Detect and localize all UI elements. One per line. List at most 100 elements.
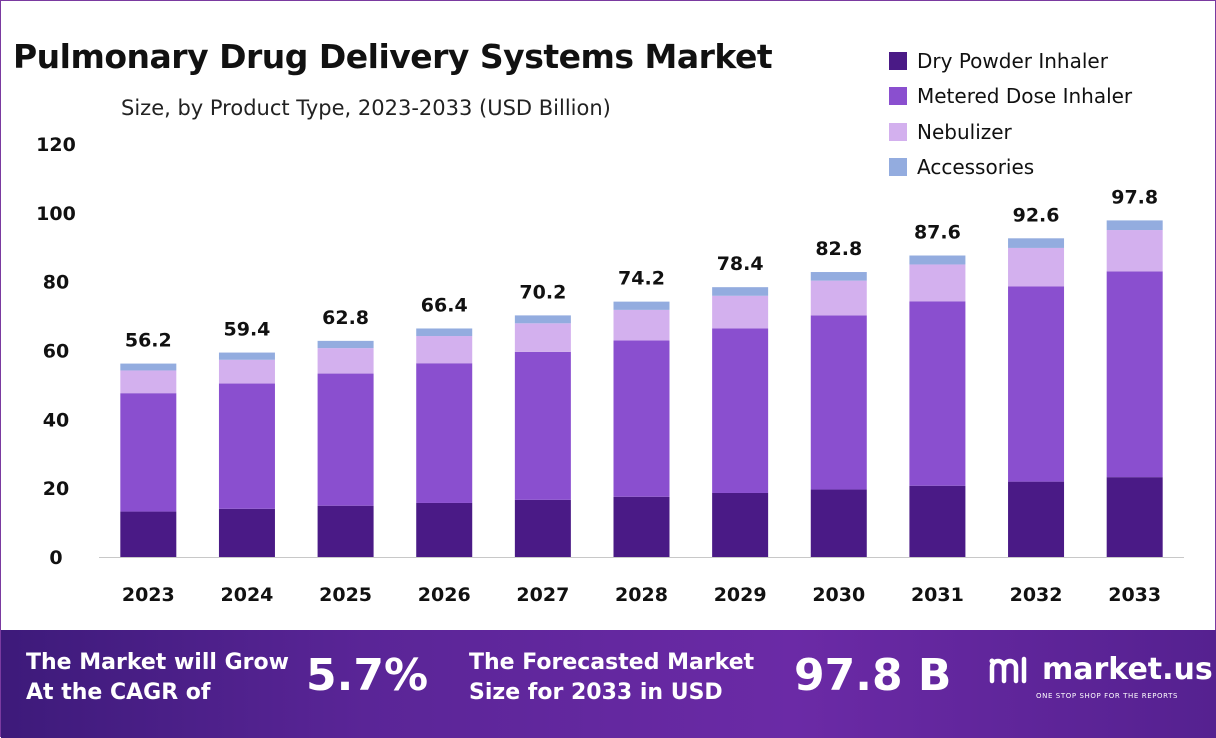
- cagr-value: 5.7%: [306, 650, 429, 701]
- bar-segment-metered-dose-inhaler: [218, 383, 275, 509]
- bar-segment-dry-powder-inhaler: [712, 492, 769, 557]
- bar-segment-metered-dose-inhaler: [909, 301, 966, 486]
- y-tick-label: 0: [49, 547, 62, 569]
- x-tick-label: 2026: [418, 584, 471, 606]
- legend-label: Accessories: [917, 155, 1035, 180]
- forecast-value: 97.8 B: [794, 650, 952, 701]
- bar-segment-accessories: [1106, 220, 1163, 231]
- bar-segment-nebulizer: [613, 309, 670, 341]
- bar-segment-accessories: [810, 272, 867, 281]
- bar-total-label: 74.2: [618, 268, 665, 290]
- x-tick-label: 2023: [122, 584, 175, 606]
- x-tick-label: 2033: [1108, 584, 1161, 606]
- bar-segment-dry-powder-inhaler: [1008, 481, 1065, 557]
- bar-total-label: 78.4: [717, 253, 764, 275]
- bar-segment-dry-powder-inhaler: [810, 489, 867, 557]
- legend-item-nebulizer: Nebulizer: [889, 114, 1132, 150]
- bar-segment-dry-powder-inhaler: [909, 485, 966, 557]
- bar-segment-metered-dose-inhaler: [120, 393, 177, 512]
- x-tick-label: 2024: [221, 584, 274, 606]
- legend-item-accessories: Accessories: [889, 150, 1132, 186]
- x-tick-label: 2029: [714, 584, 767, 606]
- bar-total-label: 82.8: [815, 238, 862, 260]
- bar-total-label: 70.2: [519, 281, 566, 303]
- bar-segment-accessories: [712, 287, 769, 296]
- legend-item-dry-powder-inhaler: Dry Powder Inhaler: [889, 43, 1132, 79]
- bar-total-label: 87.6: [914, 222, 961, 244]
- bar-total-label: 56.2: [125, 330, 172, 352]
- x-tick-label: 2030: [812, 584, 865, 606]
- market-us-logo: market.us ONE STOP SHOP FOR THE REPORTS: [986, 652, 1213, 700]
- forecast-label-line2: Size for 2033 in USD: [469, 680, 723, 705]
- bar-segment-nebulizer: [1106, 230, 1163, 272]
- bar-segment-accessories: [613, 301, 670, 310]
- x-tick-label: 2032: [1010, 584, 1063, 606]
- cagr-label-line1: The Market will Grow: [26, 650, 289, 675]
- logo-tagline: ONE STOP SHOP FOR THE REPORTS: [1036, 692, 1179, 700]
- y-tick-label: 120: [36, 134, 76, 156]
- y-tick-label: 60: [43, 341, 69, 363]
- bar-segment-metered-dose-inhaler: [712, 328, 769, 493]
- legend-swatch: [889, 87, 907, 106]
- bar-segment-accessories: [909, 255, 966, 265]
- forecast-label-line1: The Forecasted Market: [469, 650, 755, 675]
- x-tick-label: 2025: [319, 584, 372, 606]
- legend-label: Nebulizer: [917, 119, 1012, 144]
- bar-segment-dry-powder-inhaler: [120, 511, 177, 557]
- bar-segment-dry-powder-inhaler: [218, 508, 275, 557]
- x-tick-label: 2031: [911, 584, 964, 606]
- bar-segment-accessories: [120, 363, 177, 371]
- summary-banner: The Market will Grow At the CAGR of 5.7%…: [1, 630, 1216, 738]
- legend-item-metered-dose-inhaler: Metered Dose Inhaler: [889, 79, 1132, 115]
- legend: Dry Powder Inhaler Metered Dose Inhaler …: [889, 43, 1132, 185]
- bar-total-label: 97.8: [1111, 186, 1158, 208]
- bar-segment-accessories: [514, 315, 571, 324]
- y-tick-label: 40: [43, 409, 69, 431]
- bar-segment-accessories: [218, 352, 275, 360]
- bar-segment-nebulizer: [514, 323, 571, 352]
- bar-segment-nebulizer: [317, 348, 374, 374]
- bar-segment-accessories: [416, 328, 473, 337]
- bar-segment-dry-powder-inhaler: [416, 502, 473, 557]
- bar-segment-metered-dose-inhaler: [810, 315, 867, 490]
- legend-swatch: [889, 158, 907, 177]
- bar-segment-dry-powder-inhaler: [317, 505, 374, 557]
- chart-subtitle: Size, by Product Type, 2023-2033 (USD Bi…: [121, 96, 611, 120]
- y-tick-label: 20: [43, 478, 69, 500]
- y-tick-label: 80: [43, 272, 69, 294]
- bar-segment-accessories: [317, 340, 374, 349]
- x-tick-label: 2028: [615, 584, 668, 606]
- bar-segment-nebulizer: [712, 295, 769, 329]
- bar-segment-metered-dose-inhaler: [1008, 286, 1065, 482]
- bar-segment-dry-powder-inhaler: [1106, 477, 1163, 557]
- bar-segment-nebulizer: [1008, 247, 1065, 287]
- legend-label: Metered Dose Inhaler: [917, 84, 1133, 109]
- bar-segment-nebulizer: [909, 264, 966, 302]
- chart-title: Pulmonary Drug Delivery Systems Market: [13, 37, 773, 76]
- legend-swatch: [889, 122, 907, 141]
- legend-label: Dry Powder Inhaler: [917, 48, 1108, 73]
- bar-segment-metered-dose-inhaler: [613, 340, 670, 497]
- bar-segment-nebulizer: [120, 370, 177, 394]
- bar-segment-accessories: [1008, 238, 1065, 248]
- bar-segment-dry-powder-inhaler: [514, 499, 571, 557]
- bar-segment-nebulizer: [416, 336, 473, 364]
- bar-segment-nebulizer: [810, 280, 867, 316]
- stacked-bar-chart: 0 20 40 60 80 100 120 56.2 2023 59.4 2024 62.8 2025 6…: [36, 134, 1184, 606]
- x-tick-label: 2027: [516, 584, 569, 606]
- bar-total-label: 66.4: [421, 294, 468, 316]
- y-tick-label: 100: [36, 203, 76, 225]
- market-us-logo-icon: [989, 656, 1027, 683]
- logo-text: market.us: [1042, 652, 1213, 687]
- bar-total-label: 62.8: [322, 307, 369, 329]
- legend-swatch: [889, 51, 907, 70]
- bar-segment-metered-dose-inhaler: [514, 351, 571, 500]
- bar-segment-metered-dose-inhaler: [416, 363, 473, 503]
- bar-segment-dry-powder-inhaler: [613, 496, 670, 557]
- bar-segment-metered-dose-inhaler: [317, 373, 374, 506]
- cagr-label-line2: At the CAGR of: [26, 680, 211, 705]
- bar-segment-metered-dose-inhaler: [1106, 271, 1163, 478]
- bar-segment-nebulizer: [218, 359, 275, 384]
- bar-total-label: 92.6: [1013, 204, 1060, 226]
